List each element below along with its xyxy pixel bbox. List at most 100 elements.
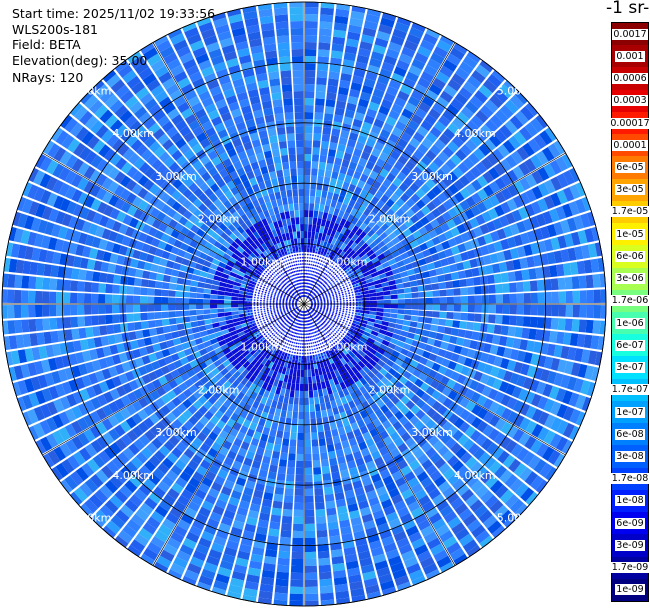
- range-gate: [459, 61, 474, 75]
- near-range-point: [350, 317, 353, 319]
- range-gate: [511, 209, 523, 222]
- range-gate: [465, 100, 479, 114]
- range-gate: [137, 421, 149, 434]
- range-gate: [162, 274, 171, 283]
- range-gate: [282, 161, 290, 170]
- range-gate: [392, 28, 407, 40]
- range-gate: [231, 296, 239, 301]
- range-gate: [429, 452, 442, 464]
- range-gate: [456, 130, 469, 143]
- range-gate: [343, 482, 354, 492]
- range-gate: [470, 166, 482, 179]
- range-gate: [241, 368, 249, 377]
- range-gate: [267, 361, 274, 369]
- range-gate: [369, 311, 377, 316]
- range-gate: [374, 408, 384, 418]
- range-gate: [21, 275, 30, 289]
- range-gate: [367, 388, 377, 397]
- range-gate: [531, 170, 544, 185]
- near-range-point: [305, 266, 308, 269]
- range-gate: [462, 513, 477, 527]
- range-gate: [231, 570, 246, 581]
- range-gate: [397, 304, 405, 309]
- range-gate: [531, 423, 544, 438]
- range-gate: [351, 225, 359, 234]
- range-gate: [290, 175, 298, 183]
- range-gate: [428, 161, 440, 173]
- range-gate: [438, 318, 447, 326]
- range-gate: [459, 200, 470, 211]
- range-gate: [203, 288, 212, 294]
- range-gate: [222, 347, 231, 355]
- near-range-point: [312, 270, 315, 273]
- range-gate: [593, 289, 601, 303]
- range-gate: [358, 157, 368, 167]
- range-gate: [246, 397, 255, 407]
- range-gate: [309, 203, 315, 211]
- range-gate: [516, 447, 530, 462]
- near-range-point: [342, 284, 344, 287]
- range-gate: [359, 337, 368, 344]
- near-range-point: [316, 258, 319, 261]
- range-gate: [437, 405, 448, 416]
- range-gate: [482, 515, 498, 529]
- range-gate: [442, 536, 458, 549]
- range-gate: [460, 296, 468, 304]
- range-gate: [498, 335, 508, 347]
- range-gate: [342, 181, 350, 190]
- range-gate: [570, 231, 581, 246]
- near-range-point: [339, 296, 342, 299]
- range-gate: [342, 418, 350, 427]
- range-gate: [358, 350, 366, 358]
- range-gate: [365, 362, 374, 371]
- range-gate: [560, 249, 570, 263]
- range-gate: [215, 435, 225, 446]
- range-gate: [482, 254, 492, 265]
- range-gate: [320, 592, 334, 601]
- near-range-point: [341, 312, 344, 315]
- range-gate: [412, 131, 425, 143]
- near-range-point: [350, 289, 353, 291]
- range-gate: [201, 366, 211, 376]
- range-gate: [314, 196, 321, 205]
- range-gate: [357, 463, 368, 474]
- range-gate: [382, 363, 392, 372]
- range-gate: [223, 479, 235, 490]
- range-gate: [591, 366, 600, 382]
- range-gate: [553, 221, 564, 236]
- range-gate: [475, 161, 488, 175]
- range-gate: [496, 251, 506, 262]
- range-gate: [442, 397, 453, 409]
- range-gate: [383, 304, 391, 309]
- range-gate: [243, 434, 253, 444]
- range-gate: [294, 495, 304, 503]
- range-gate: [341, 440, 350, 449]
- range-gate: [184, 483, 197, 495]
- range-gate: [99, 272, 108, 283]
- range-gate: [290, 217, 296, 225]
- range-gate: [400, 271, 409, 278]
- range-gate: [114, 424, 126, 437]
- range-gate: [218, 316, 226, 322]
- range-gate: [276, 472, 286, 481]
- range-gate: [290, 565, 304, 573]
- range-gate: [279, 536, 291, 545]
- range-gate: [343, 116, 354, 126]
- range-gate: [412, 230, 422, 240]
- near-range-point: [344, 283, 347, 285]
- range-gate: [94, 489, 109, 504]
- range-gate: [104, 480, 119, 494]
- range-gate: [146, 516, 161, 530]
- range-gate: [434, 355, 444, 365]
- range-gate: [400, 192, 410, 203]
- range-gate: [14, 289, 22, 303]
- range-gate: [295, 224, 300, 232]
- range-gate: [149, 271, 158, 280]
- range-gate: [298, 411, 304, 419]
- range-gate: [348, 183, 357, 193]
- range-gate: [455, 67, 470, 81]
- range-gate: [396, 17, 412, 27]
- range-gate: [523, 244, 533, 256]
- range-gate: [390, 447, 401, 458]
- range-gate: [258, 387, 266, 397]
